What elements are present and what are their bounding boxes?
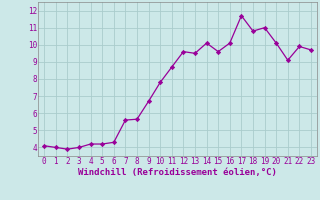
X-axis label: Windchill (Refroidissement éolien,°C): Windchill (Refroidissement éolien,°C) <box>78 168 277 177</box>
